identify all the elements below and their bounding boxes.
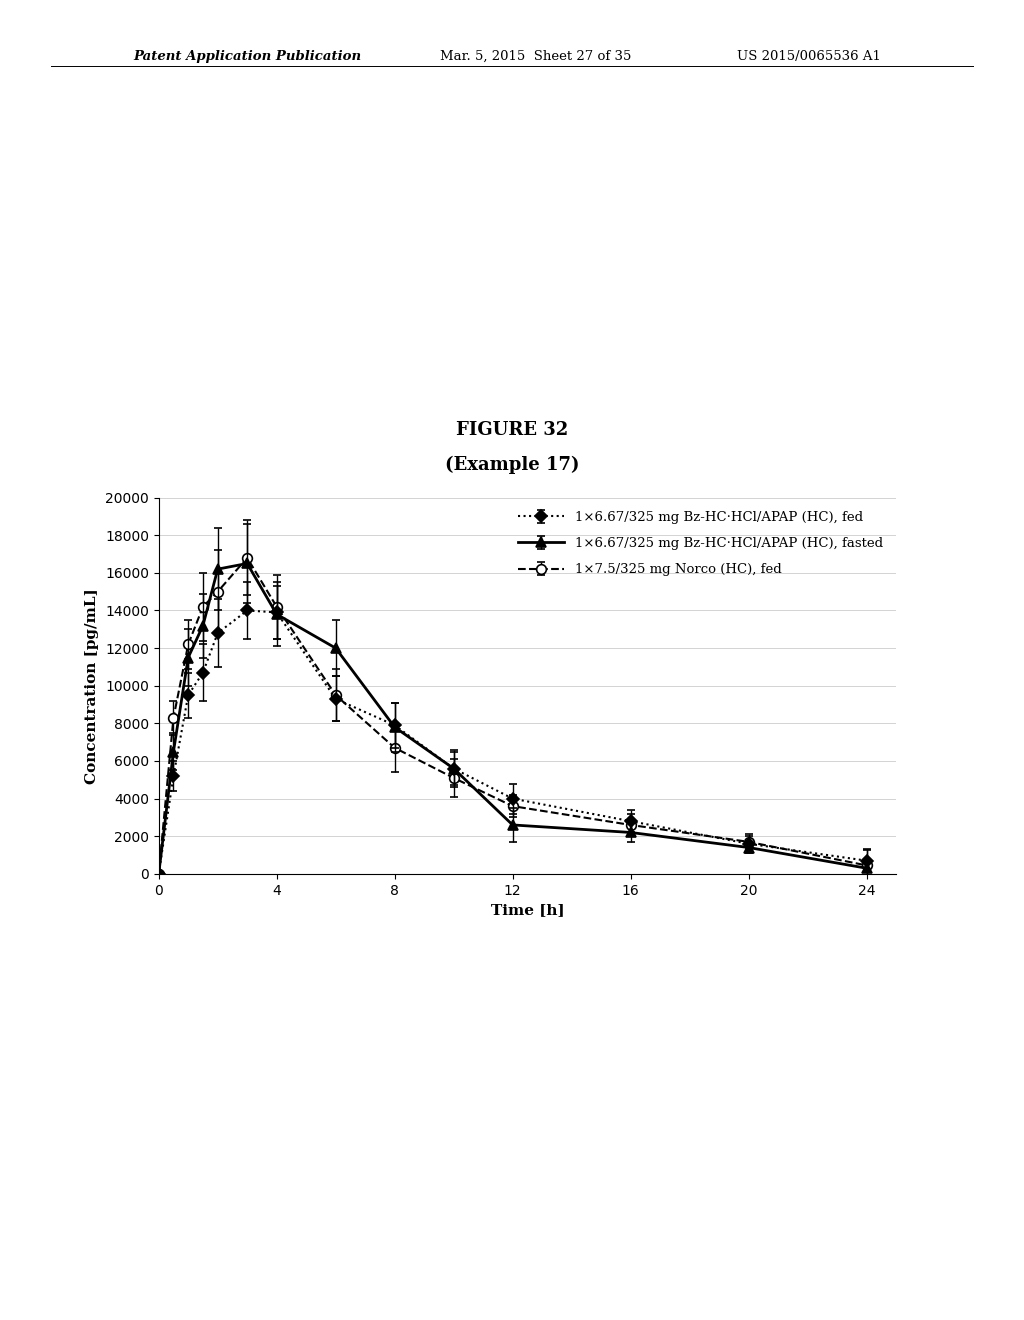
Legend: 1×6.67/325 mg Bz-HC·HCl/APAP (HC), fed, 1×6.67/325 mg Bz-HC·HCl/APAP (HC), faste: 1×6.67/325 mg Bz-HC·HCl/APAP (HC), fed, … bbox=[511, 504, 890, 583]
Y-axis label: Concentration [pg/mL]: Concentration [pg/mL] bbox=[85, 587, 99, 784]
Text: Patent Application Publication: Patent Application Publication bbox=[133, 50, 361, 63]
Text: FIGURE 32: FIGURE 32 bbox=[456, 421, 568, 440]
Text: US 2015/0065536 A1: US 2015/0065536 A1 bbox=[737, 50, 882, 63]
Text: (Example 17): (Example 17) bbox=[444, 455, 580, 474]
Text: Mar. 5, 2015  Sheet 27 of 35: Mar. 5, 2015 Sheet 27 of 35 bbox=[440, 50, 632, 63]
X-axis label: Time [h]: Time [h] bbox=[490, 903, 564, 917]
